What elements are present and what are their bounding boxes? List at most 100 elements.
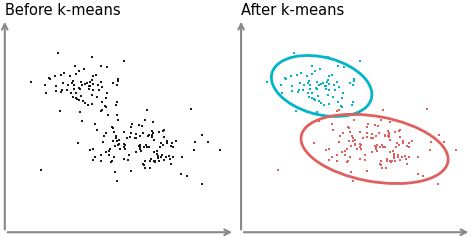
Point (321, 85, 329, 88)
Point (52, 89, 60, 93)
Point (385, 135, 392, 139)
Point (105, 149, 113, 152)
Point (317, 101, 325, 105)
Point (121, 143, 129, 147)
Point (282, 77, 290, 81)
Point (402, 157, 410, 160)
Point (70, 87, 78, 91)
Point (102, 105, 110, 109)
Point (111, 170, 119, 174)
Point (72, 64, 79, 67)
Point (383, 166, 390, 170)
Point (384, 134, 392, 138)
Point (93, 95, 100, 99)
Point (141, 118, 148, 122)
Point (299, 88, 307, 92)
Point (390, 152, 397, 156)
Point (346, 139, 353, 143)
Point (107, 160, 114, 164)
Point (141, 166, 149, 170)
Point (190, 148, 198, 151)
Point (328, 155, 336, 159)
Point (140, 164, 148, 167)
Point (343, 160, 351, 164)
Point (132, 150, 140, 154)
Point (296, 81, 303, 84)
Point (112, 103, 119, 107)
Point (308, 91, 316, 95)
Point (325, 55, 332, 59)
Point (383, 157, 391, 161)
Point (136, 147, 144, 151)
Point (160, 135, 168, 139)
Point (313, 110, 320, 114)
Point (356, 59, 364, 63)
Point (128, 123, 136, 126)
Point (278, 91, 286, 95)
Point (150, 159, 157, 163)
Point (59, 88, 66, 92)
Point (141, 159, 148, 163)
Point (381, 134, 389, 137)
Point (137, 143, 144, 147)
Point (216, 149, 223, 152)
Point (77, 87, 84, 91)
Point (312, 86, 319, 90)
Point (137, 149, 145, 152)
Point (377, 118, 385, 122)
Point (306, 83, 314, 87)
Point (108, 159, 116, 163)
Point (57, 73, 64, 77)
Point (311, 98, 319, 102)
Point (133, 137, 140, 140)
Point (405, 141, 412, 145)
Point (394, 154, 402, 157)
Point (127, 125, 135, 128)
Point (328, 73, 336, 77)
Point (114, 118, 122, 121)
Point (128, 169, 135, 173)
Point (41, 83, 48, 87)
Point (142, 143, 149, 147)
Point (319, 81, 327, 84)
Point (398, 155, 406, 159)
Point (325, 158, 333, 162)
Point (127, 131, 135, 135)
Point (356, 145, 364, 149)
Point (307, 87, 314, 91)
Point (51, 74, 58, 78)
Point (305, 95, 313, 98)
Point (127, 136, 134, 139)
Point (58, 90, 65, 93)
Point (357, 143, 365, 147)
Point (325, 103, 333, 106)
Point (369, 137, 376, 140)
Point (396, 135, 404, 139)
Point (393, 141, 401, 145)
Point (113, 113, 121, 116)
Point (406, 145, 413, 149)
Point (390, 149, 397, 153)
Point (310, 141, 318, 145)
Point (335, 100, 342, 104)
Point (388, 160, 395, 164)
Point (440, 140, 447, 143)
Point (353, 147, 360, 151)
Point (92, 73, 100, 77)
Point (135, 123, 143, 127)
Point (108, 125, 116, 129)
Point (150, 138, 157, 142)
Point (379, 145, 387, 149)
Point (74, 141, 82, 145)
Point (204, 140, 211, 143)
Point (386, 138, 394, 142)
Point (382, 145, 389, 149)
Point (103, 91, 110, 95)
Point (304, 91, 311, 95)
Point (109, 81, 117, 85)
Point (350, 100, 357, 104)
Point (349, 83, 357, 87)
Point (343, 148, 350, 151)
Point (158, 155, 165, 159)
Point (376, 162, 383, 166)
